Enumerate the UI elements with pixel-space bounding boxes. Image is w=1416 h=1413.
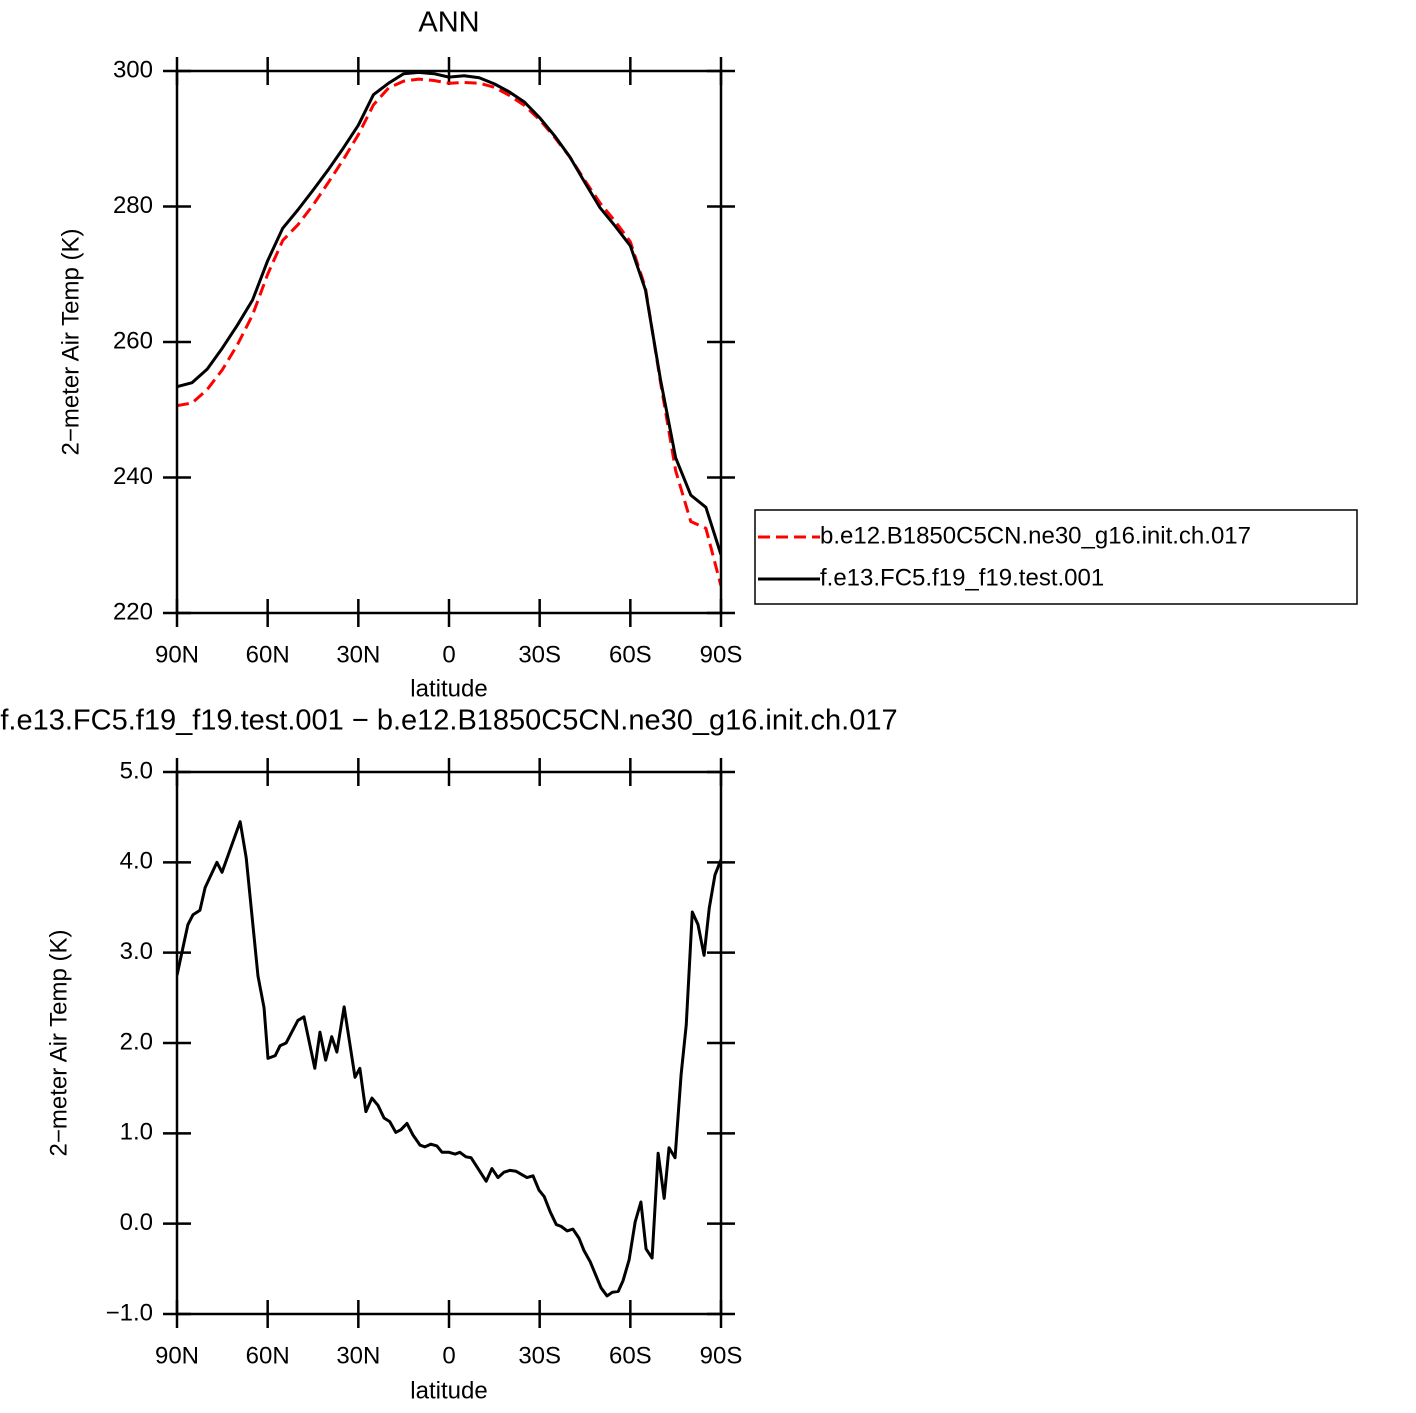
x-tick-label: 60N xyxy=(246,1342,290,1369)
legend-box xyxy=(754,509,1358,605)
y-tick-label: 220 xyxy=(113,598,153,625)
legend-label: f.e13.FC5.f19_f19.test.001 xyxy=(820,564,1104,591)
series-line xyxy=(177,71,721,556)
x-tick-label: 0 xyxy=(442,641,455,668)
y-tick-label: 4.0 xyxy=(120,848,153,875)
y-tick-label: 3.0 xyxy=(120,938,153,965)
y-tick-label: 0.0 xyxy=(120,1209,153,1236)
y-tick-label: 280 xyxy=(113,192,153,219)
x-tick-label: 90N xyxy=(155,641,199,668)
y-axis-label: 2−meter Air Temp (K) xyxy=(57,229,84,456)
x-tick-label: 60N xyxy=(246,641,290,668)
x-tick-label: 90S xyxy=(700,1342,743,1369)
chart-title: f.e13.FC5.f19_f19.test.001 − b.e12.B1850… xyxy=(0,705,897,737)
y-axis-label: 2−meter Air Temp (K) xyxy=(45,930,72,1157)
y-tick-label: 5.0 xyxy=(120,757,153,784)
y-tick-label: 260 xyxy=(113,327,153,354)
x-tick-label: 0 xyxy=(442,1342,455,1369)
x-axis-label: latitude xyxy=(410,675,487,702)
x-tick-label: 60S xyxy=(609,641,652,668)
y-tick-label: 300 xyxy=(113,56,153,83)
y-tick-label: 2.0 xyxy=(120,1028,153,1055)
x-axis-label: latitude xyxy=(410,1377,487,1404)
x-tick-label: 30S xyxy=(518,641,561,668)
chart-title: ANN xyxy=(418,7,479,39)
x-tick-label: 90S xyxy=(700,641,743,668)
x-tick-label: 30S xyxy=(518,1342,561,1369)
y-tick-label: 1.0 xyxy=(120,1119,153,1146)
y-tick-label: −1.0 xyxy=(106,1299,153,1326)
plot-frame xyxy=(175,69,723,615)
x-tick-label: 90N xyxy=(155,1342,199,1369)
series-line xyxy=(177,820,721,1298)
y-tick-label: 240 xyxy=(113,463,153,490)
x-tick-label: 60S xyxy=(609,1342,652,1369)
x-tick-label: 30N xyxy=(336,641,380,668)
legend-label: b.e12.B1850C5CN.ne30_g16.init.ch.017 xyxy=(820,522,1251,549)
series-line xyxy=(177,77,721,587)
plot-frame xyxy=(175,770,723,1316)
x-tick-label: 30N xyxy=(336,1342,380,1369)
